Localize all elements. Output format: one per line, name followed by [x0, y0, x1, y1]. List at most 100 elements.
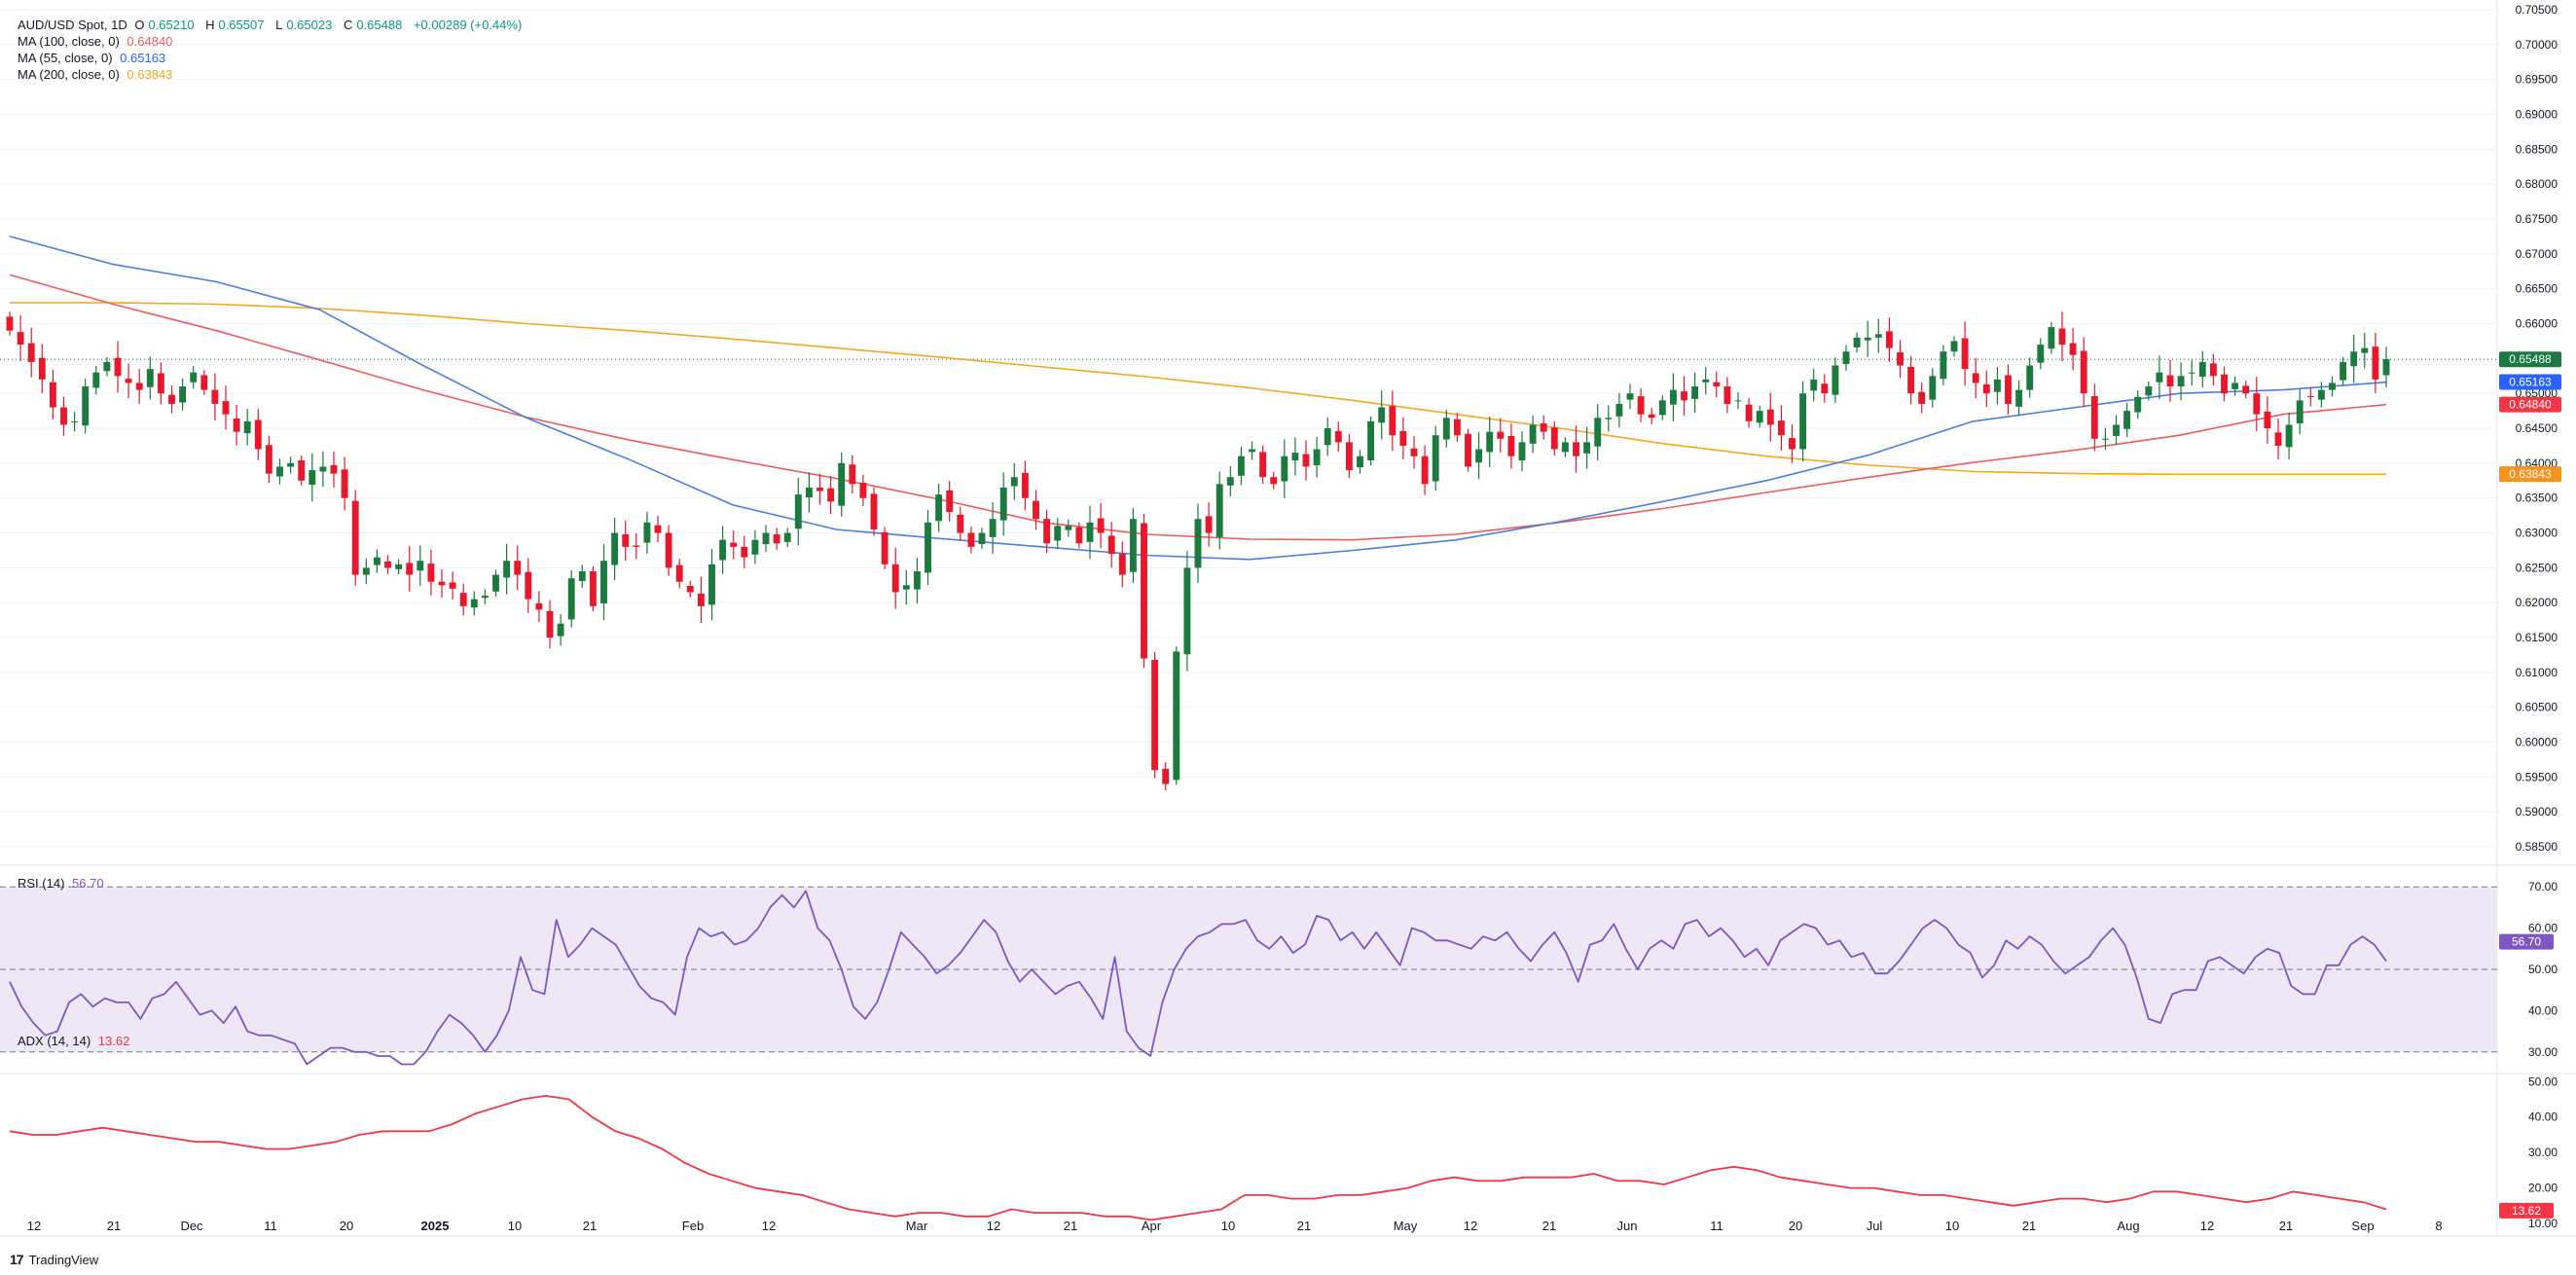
candle-body	[1249, 449, 1255, 453]
price-tick-label: 0.69000	[2516, 108, 2558, 122]
candle-body	[1972, 373, 1979, 383]
candle-body	[470, 599, 478, 608]
candle-body	[1313, 449, 1321, 466]
legend-ma100[interactable]: MA (100, close, 0) 0.64840	[18, 34, 173, 49]
price-tick-label: 0.69500	[2516, 73, 2558, 87]
price-tick-label: 0.70500	[2516, 3, 2558, 17]
candle-body	[1465, 433, 1471, 467]
time-tick-label: 21	[107, 1219, 121, 1233]
candle-body	[2156, 372, 2163, 382]
candle-body	[1950, 341, 1958, 352]
candle-body	[1766, 409, 1774, 425]
candle-body	[2058, 328, 2066, 346]
candle-body	[60, 407, 67, 425]
candle-body	[308, 470, 316, 486]
candle-body	[546, 610, 554, 638]
adx-tick-label: 10.00	[2528, 1217, 2558, 1230]
ma100-line	[9, 273, 2387, 541]
candle-body	[1897, 351, 1904, 366]
candle-body	[891, 564, 899, 593]
candle-body	[805, 487, 813, 497]
candle-body	[1475, 449, 1483, 463]
candle-body	[1658, 400, 1666, 416]
candle-body	[1378, 407, 1386, 423]
candle-body	[114, 357, 122, 377]
legend-adx[interactable]: ADX (14, 14) 13.62	[18, 1034, 130, 1048]
time-tick-label: 21	[2279, 1219, 2293, 1233]
candle-body	[1281, 455, 1288, 482]
candle-body	[2382, 359, 2390, 376]
candle-body	[1561, 442, 1569, 453]
candle-body	[459, 593, 467, 606]
candle-body	[1183, 567, 1191, 655]
time-tick-label: May	[1394, 1219, 1418, 1233]
candle-body	[1681, 391, 1687, 401]
candle-body	[1021, 472, 1029, 498]
adx-badge-label: 13.62	[2512, 1204, 2541, 1218]
candle-body	[1810, 379, 1818, 391]
candle-body	[254, 419, 262, 450]
price-tick-label: 0.61500	[2516, 631, 2558, 644]
candle-body	[1573, 442, 1579, 456]
ma100-value: 0.64840	[127, 34, 173, 49]
candle-body	[773, 533, 780, 544]
candle-body	[417, 561, 424, 571]
candle-body	[2264, 411, 2271, 429]
candle-body	[1626, 393, 1634, 400]
rsi-tick-label: 30.00	[2528, 1045, 2558, 1059]
legend-rsi[interactable]: RSI (14) 56.70	[18, 876, 104, 891]
tradingview-footer[interactable]: 17 TradingView	[10, 1252, 98, 1267]
candle-body	[503, 561, 511, 578]
candle-body	[17, 332, 24, 346]
legend-ma55[interactable]: MA (55, close, 0) 0.65163	[18, 51, 166, 65]
candle-body	[1615, 403, 1623, 417]
candle-body	[481, 596, 489, 599]
symbol-title: AUD/USD Spot, 1D	[18, 18, 127, 32]
ma200-value: 0.63843	[127, 67, 173, 82]
time-tick-label: 11	[264, 1219, 277, 1233]
candle-body	[1918, 391, 1926, 404]
time-tick-label: Feb	[682, 1219, 704, 1233]
candle-body	[2221, 374, 2228, 394]
price-tick-label: 0.58500	[2516, 840, 2558, 854]
candle-body	[1432, 435, 1439, 482]
candle-body	[1907, 366, 1915, 394]
candle-body	[567, 578, 575, 620]
candle-body	[1194, 519, 1202, 568]
candle-body	[1043, 519, 1051, 544]
candle-body	[2296, 400, 2304, 424]
candle-body	[319, 466, 327, 472]
high-value: 0.65507	[218, 18, 265, 32]
candle-body	[1075, 527, 1083, 544]
candle-body	[957, 514, 964, 533]
candle-body	[1540, 423, 1547, 432]
candle-body	[1734, 400, 1742, 402]
candle-body	[989, 519, 997, 537]
candle-body	[1205, 516, 1213, 533]
price-tick-label: 0.60500	[2516, 701, 2558, 714]
candle-body	[1842, 351, 1850, 365]
candle-body	[1141, 523, 1147, 659]
candle-body	[1389, 406, 1397, 436]
low-value: 0.65023	[286, 18, 333, 32]
time-tick-label: 20	[1789, 1219, 1802, 1233]
candle-body	[103, 361, 111, 372]
candle-body	[157, 373, 164, 394]
price-badge	[2499, 374, 2561, 390]
candle-body	[406, 563, 414, 575]
candle-body	[2188, 372, 2195, 374]
candle-body	[1594, 418, 1602, 447]
candle-body	[168, 394, 175, 404]
candle-body	[1421, 455, 1429, 485]
candle-body	[2285, 424, 2293, 448]
ma55-value: 0.65163	[120, 51, 166, 65]
candle-body	[27, 343, 35, 362]
time-tick-label: Jul	[1867, 1219, 1883, 1233]
legend-ma200[interactable]: MA (200, close, 0) 0.63843	[18, 67, 173, 82]
candle-body	[2113, 424, 2120, 436]
candle-body	[1497, 431, 1505, 439]
candle-body	[1410, 448, 1418, 456]
candle-body	[1518, 442, 1526, 461]
candle-body	[2209, 363, 2217, 377]
price-badge-label: 0.65163	[2509, 376, 2552, 389]
